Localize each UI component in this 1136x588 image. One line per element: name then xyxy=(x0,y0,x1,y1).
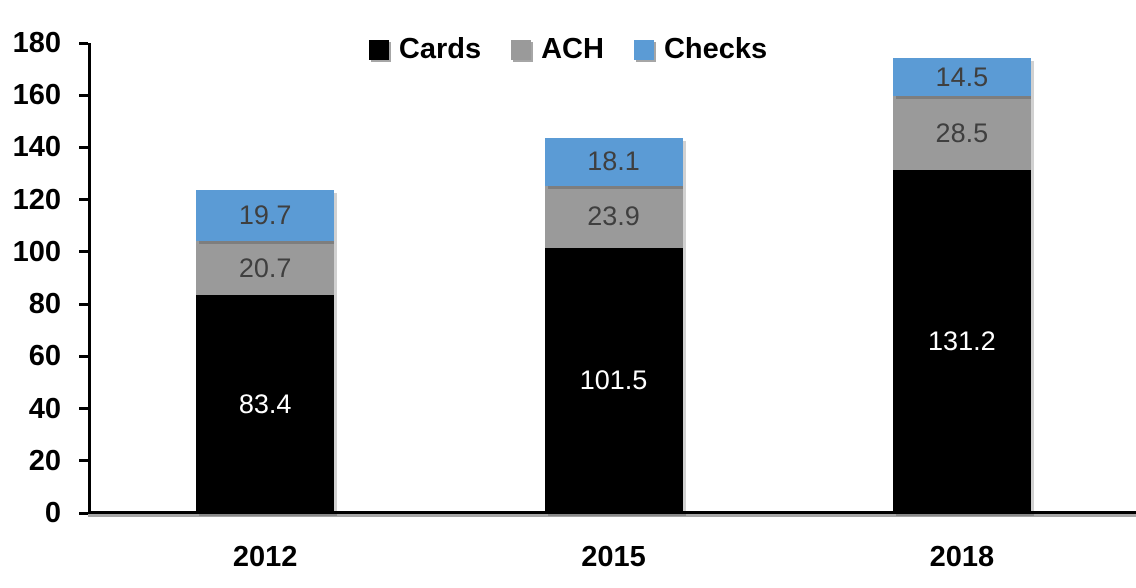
bar-value-label: 83.4 xyxy=(238,388,292,419)
y-tick-mark xyxy=(79,93,88,97)
bar-segment-checks-2015 xyxy=(544,138,683,186)
y-tick-mark xyxy=(79,250,88,254)
y-tick-label: 100 xyxy=(12,235,61,268)
bar-segment-cards-2015 xyxy=(544,247,683,513)
legend-item-checks: Checks xyxy=(633,33,768,66)
legend-label: Checks xyxy=(663,33,768,65)
y-tick-mark xyxy=(79,41,88,45)
bar-value-label: 23.9 xyxy=(587,201,640,232)
bar-value-label: 20.7 xyxy=(238,252,292,283)
legend-label: ACH xyxy=(541,33,604,65)
y-tick-label: 80 xyxy=(28,288,61,321)
bar-segment-ach-2015 xyxy=(544,185,683,248)
y-axis-line xyxy=(88,43,91,514)
y-tick-mark xyxy=(79,145,88,149)
bar-value-label: 14.5 xyxy=(935,61,989,92)
x-axis-label-2015: 2015 xyxy=(581,541,646,573)
bar-segment-ach-2018 xyxy=(892,96,1031,171)
y-tick-mark xyxy=(79,198,88,202)
bar-value-label: 131.2 xyxy=(928,326,996,357)
y-tick-mark xyxy=(79,511,88,515)
legend-item-cards: Cards xyxy=(368,33,482,66)
x-axis-label-2012: 2012 xyxy=(232,541,298,573)
bar-segment-checks-2012 xyxy=(196,189,335,242)
bar-value-label: 18.1 xyxy=(587,146,640,177)
y-tick-mark xyxy=(79,354,88,358)
y-tick-label: 0 xyxy=(44,497,61,529)
y-tick-mark xyxy=(79,459,88,463)
y-tick-mark xyxy=(79,302,88,306)
bar-value-label: 19.7 xyxy=(238,199,292,230)
y-tick-label: 40 xyxy=(28,392,61,425)
bar-segment-cards-2018 xyxy=(892,170,1031,513)
y-tick-mark xyxy=(79,407,88,411)
legend-item-ach: ACH xyxy=(511,33,604,66)
y-tick-label: 160 xyxy=(12,79,61,112)
legend-swatch-icon xyxy=(368,39,389,60)
legend-label: Cards xyxy=(398,33,482,65)
x-axis-label-2018: 2018 xyxy=(929,541,995,573)
bar-value-label: 28.5 xyxy=(935,117,989,148)
bar-value-label: 101.5 xyxy=(579,364,648,395)
y-tick-label: 60 xyxy=(28,340,61,373)
bar-segment-checks-2018 xyxy=(892,58,1031,96)
bar-segment-ach-2012 xyxy=(196,241,335,296)
y-tick-label: 180 xyxy=(12,27,61,59)
legend-swatch-icon xyxy=(633,39,654,60)
bar-segment-cards-2012 xyxy=(196,295,335,513)
y-tick-label: 20 xyxy=(28,444,61,477)
legend-swatch-icon xyxy=(511,39,532,60)
y-tick-label: 120 xyxy=(12,183,61,216)
y-tick-label: 140 xyxy=(12,131,61,164)
